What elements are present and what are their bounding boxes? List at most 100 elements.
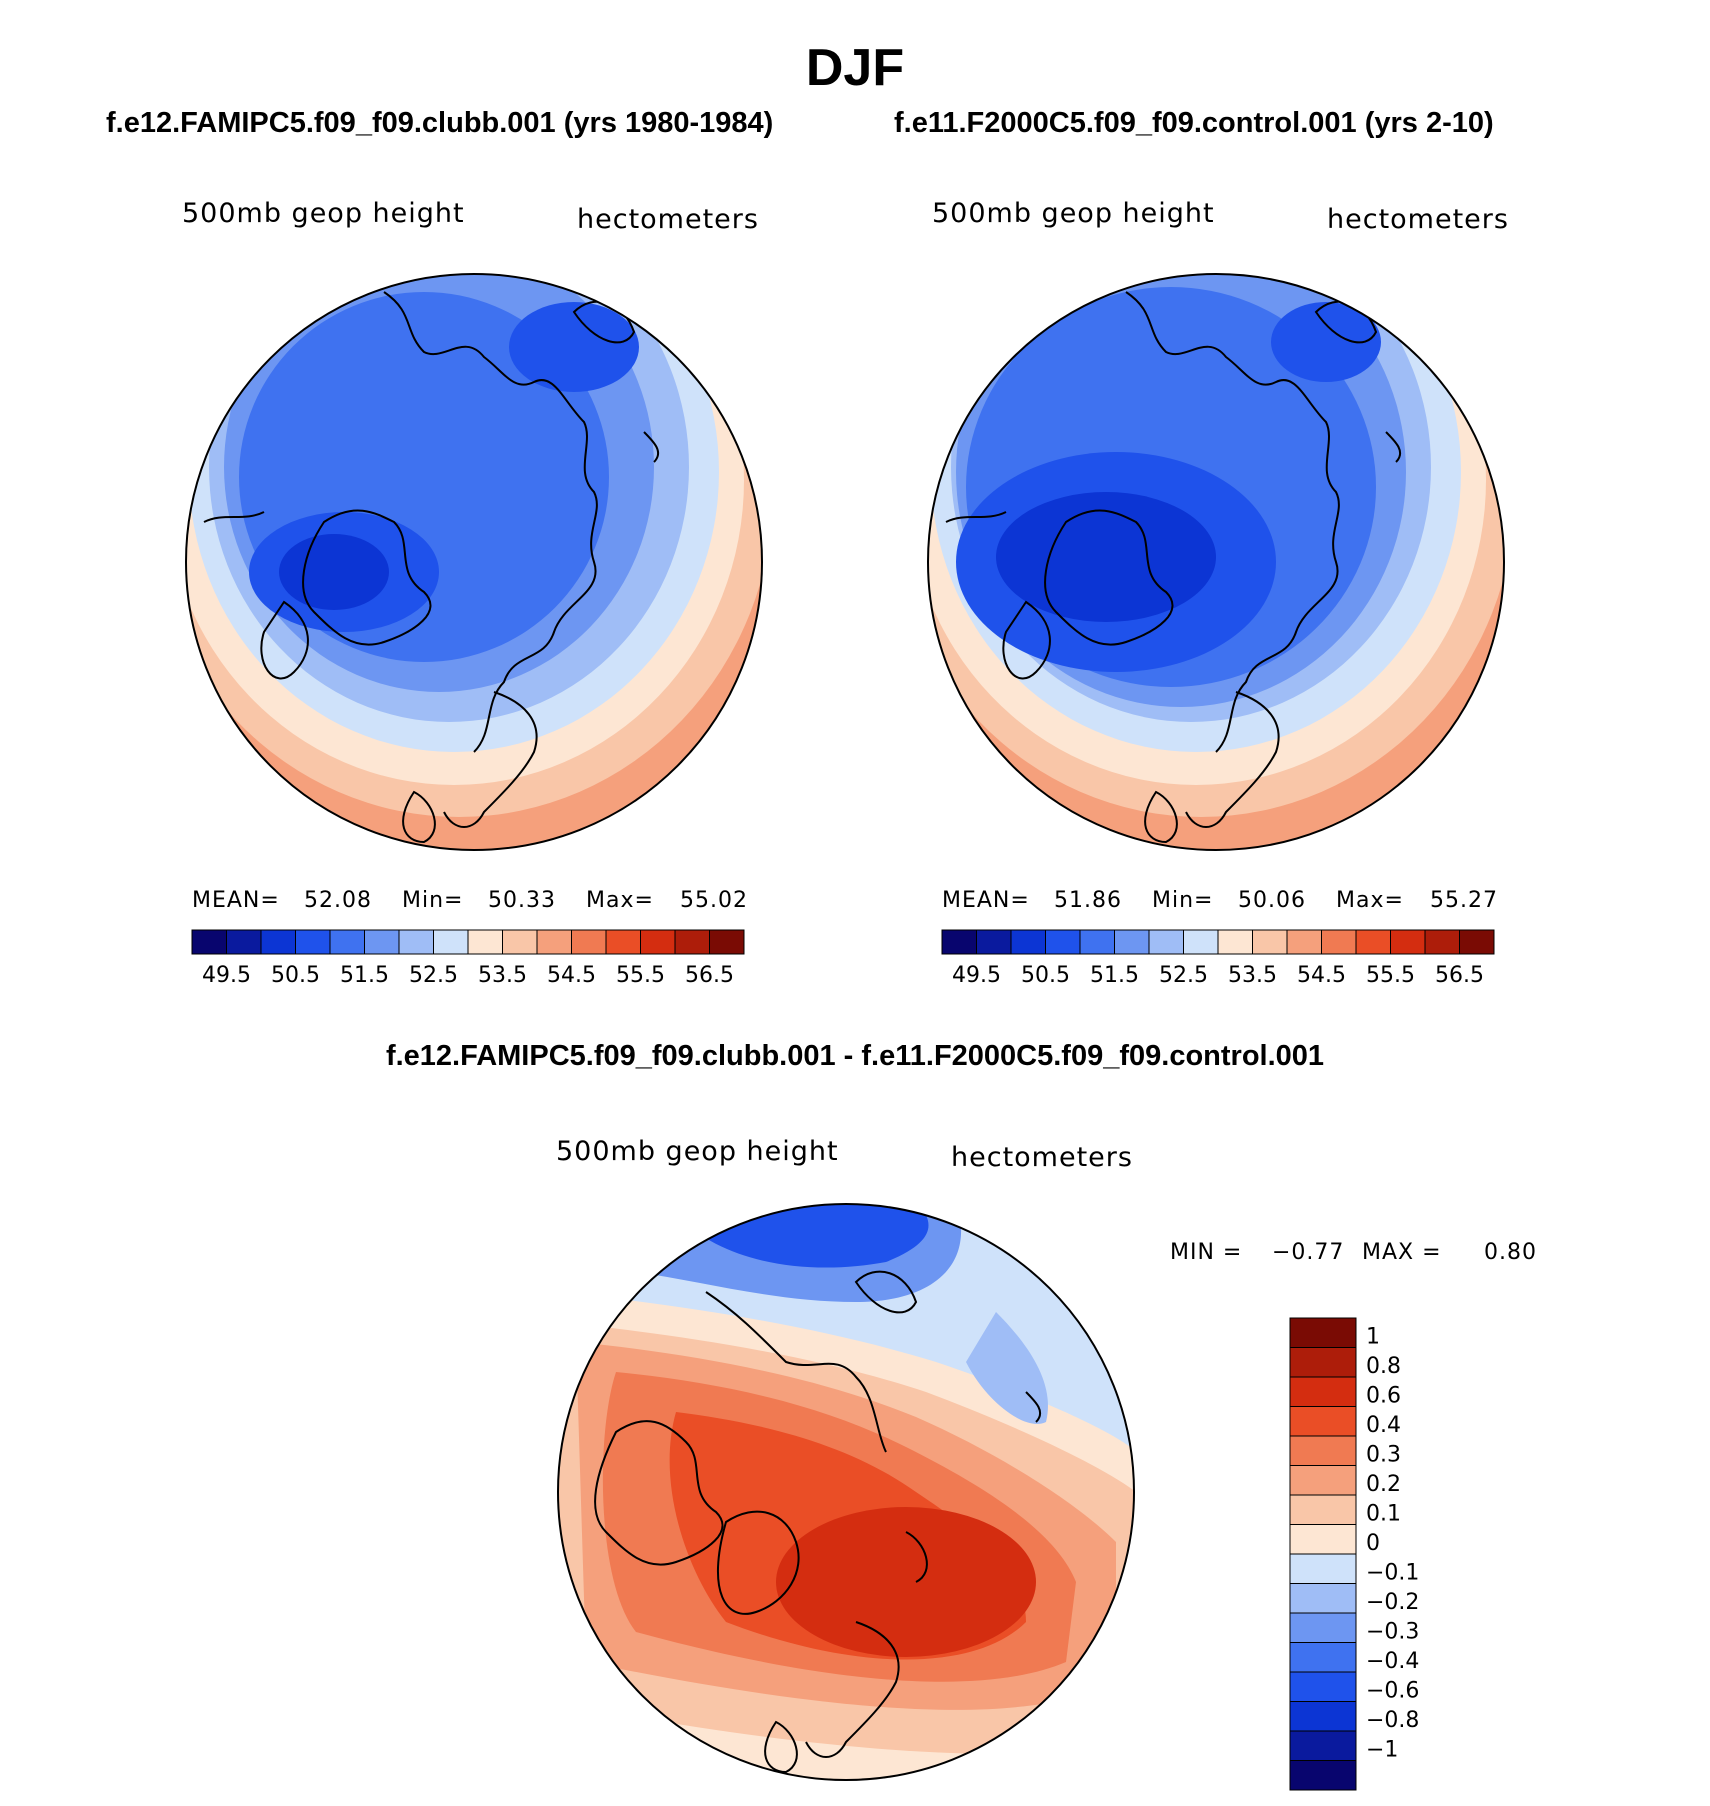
colorbar-left-swatch [398, 929, 434, 955]
right-min-label: Min= [1152, 888, 1214, 913]
colorbar-right-swatch [1286, 929, 1322, 955]
diff-max-value: 0.80 [1484, 1240, 1537, 1265]
colorbar-left-tick-label: 55.5 [616, 963, 665, 988]
colorbar-difference-tick-label: −0.2 [1366, 1590, 1419, 1615]
colorbar-right-tick-label: 56.5 [1435, 963, 1484, 988]
left-max-value: 55.02 [680, 888, 748, 913]
left-mean-value: 52.08 [304, 888, 372, 913]
colorbar-right-swatch [1114, 929, 1150, 955]
colorbar-difference-tick-label: −0.4 [1366, 1649, 1419, 1674]
colorbar-difference-swatch [1289, 1524, 1357, 1555]
colorbar-difference-swatch [1289, 1642, 1357, 1673]
colorbar-left-swatch [364, 929, 400, 955]
colorbar-difference-swatch [1289, 1406, 1357, 1437]
colorbar-left-swatch [536, 929, 572, 955]
panel-left-case-title: f.e12.FAMIPC5.f09_f09.clubb.001 (yrs 198… [106, 107, 774, 139]
colorbar-right-swatch [1355, 929, 1391, 955]
colorbar-difference-tick-label: −0.3 [1366, 1620, 1419, 1645]
colorbar-right-swatch [1424, 929, 1460, 955]
colorbar-right-tick-label: 54.5 [1297, 963, 1346, 988]
colorbar-left-swatch [640, 929, 676, 955]
colorbar-difference-tick-label: 0.8 [1366, 1354, 1401, 1379]
colorbar-left-swatch [502, 929, 538, 955]
colorbar-right: 49.5 50.5 51.5 52.5 53.5 54.5 55.5 56.5 [941, 929, 1495, 988]
colorbar-difference-tick-label: 0.3 [1366, 1443, 1401, 1468]
map-difference [557, 1203, 1135, 1781]
colorbar-left-swatch [329, 929, 365, 955]
colorbar-difference-swatch [1289, 1553, 1357, 1584]
right-mean-label: MEAN= [942, 888, 1030, 913]
panel-right-case-title: f.e11.F2000C5.f09_f09.control.001 (yrs 2… [894, 107, 1494, 139]
colorbar-left-swatch [605, 929, 641, 955]
colorbar-left-tick-label: 54.5 [547, 963, 596, 988]
colorbar-difference-swatch [1289, 1701, 1357, 1732]
colorbar-left-swatch [191, 929, 227, 955]
diff-max-label: MAX = [1362, 1240, 1442, 1265]
colorbar-left-swatch [571, 929, 607, 955]
diff-variable: 500mb geop height [556, 1136, 839, 1167]
colorbar-right-tick-label: 55.5 [1366, 963, 1415, 988]
colorbar-right-tick-label: 49.5 [952, 963, 1001, 988]
colorbar-left-tick-label: 49.5 [202, 963, 251, 988]
colorbar-right-swatch [976, 929, 1012, 955]
colorbar-difference-swatch [1289, 1612, 1357, 1643]
colorbar-difference-swatch [1289, 1583, 1357, 1614]
right-mean-value: 51.86 [1054, 888, 1122, 913]
colorbar-difference-swatch [1289, 1465, 1357, 1496]
colorbar-left-swatch [467, 929, 503, 955]
colorbar-left-tick-label: 52.5 [409, 963, 458, 988]
diff-min-value: −0.77 [1272, 1240, 1345, 1265]
colorbar-right-swatch [941, 929, 977, 955]
colorbar-difference-tick-label: 0.1 [1366, 1502, 1401, 1527]
right-min-value: 50.06 [1238, 888, 1306, 913]
colorbar-left-swatch [433, 929, 469, 955]
colorbar-right-swatch [1183, 929, 1219, 955]
colorbar-difference-tick-label: 1 [1366, 1325, 1380, 1350]
colorbar-difference-swatch [1289, 1376, 1357, 1407]
colorbar-right-tick-label: 53.5 [1228, 963, 1277, 988]
colorbar-right-swatch [1045, 929, 1081, 955]
right-max-value: 55.27 [1430, 888, 1498, 913]
panel-left-variable: 500mb geop height [182, 198, 465, 229]
colorbar-difference: 1 0.8 0.6 0.4 0.3 0.2 0.1 0 −0.1 −0.2 −0.3 −0.4 −0.6… [1289, 1317, 1419, 1791]
colorbar-right-swatch [1252, 929, 1288, 955]
colorbar-left-tick-label: 51.5 [340, 963, 389, 988]
colorbar-difference-swatch [1289, 1730, 1357, 1761]
colorbar-right-tick-label: 52.5 [1159, 963, 1208, 988]
left-min-label: Min= [402, 888, 464, 913]
colorbar-difference-swatch [1289, 1435, 1357, 1466]
diff-units: hectometers [951, 1142, 1133, 1173]
panel-right-units: hectometers [1327, 204, 1509, 235]
colorbar-difference-tick-label: 0.6 [1366, 1384, 1401, 1409]
colorbar-right-swatch [1217, 929, 1253, 955]
colorbar-left-tick-label: 50.5 [271, 963, 320, 988]
colorbar-difference-swatch [1289, 1494, 1357, 1525]
colorbar-right-swatch [1010, 929, 1046, 955]
colorbar-difference-tick-label: 0.2 [1366, 1472, 1401, 1497]
map-left [185, 273, 763, 851]
map-right [927, 273, 1505, 851]
colorbar-difference-tick-label: 0.4 [1366, 1413, 1401, 1438]
colorbar-right-swatch [1148, 929, 1184, 955]
panel-right-variable: 500mb geop height [932, 198, 1215, 229]
colorbar-difference-swatch [1289, 1760, 1357, 1791]
colorbar-difference-tick-label: −1 [1366, 1738, 1398, 1763]
colorbar-difference-tick-label: −0.6 [1366, 1679, 1419, 1704]
colorbar-difference-tick-label: 0 [1366, 1531, 1380, 1556]
colorbar-difference-swatch [1289, 1317, 1357, 1348]
colorbar-left-swatch [226, 929, 262, 955]
colorbar-left-swatch [295, 929, 331, 955]
panel-left-units: hectometers [577, 204, 759, 235]
diff-min-label: MIN = [1170, 1240, 1243, 1265]
colorbar-right-tick-label: 51.5 [1090, 963, 1139, 988]
colorbar-difference-tick-label: −0.1 [1366, 1561, 1419, 1586]
colorbar-difference-tick-label: −0.8 [1366, 1708, 1419, 1733]
colorbar-left-swatch [260, 929, 296, 955]
colorbar-left-swatch [674, 929, 710, 955]
colorbar-left: 49.5 50.5 51.5 52.5 53.5 54.5 55.5 56.5 [191, 929, 745, 988]
season-title: DJF [805, 39, 905, 97]
colorbar-left-tick-label: 53.5 [478, 963, 527, 988]
colorbar-left-tick-label: 56.5 [685, 963, 734, 988]
colorbar-right-swatch [1390, 929, 1426, 955]
colorbar-difference-swatch [1289, 1347, 1357, 1378]
